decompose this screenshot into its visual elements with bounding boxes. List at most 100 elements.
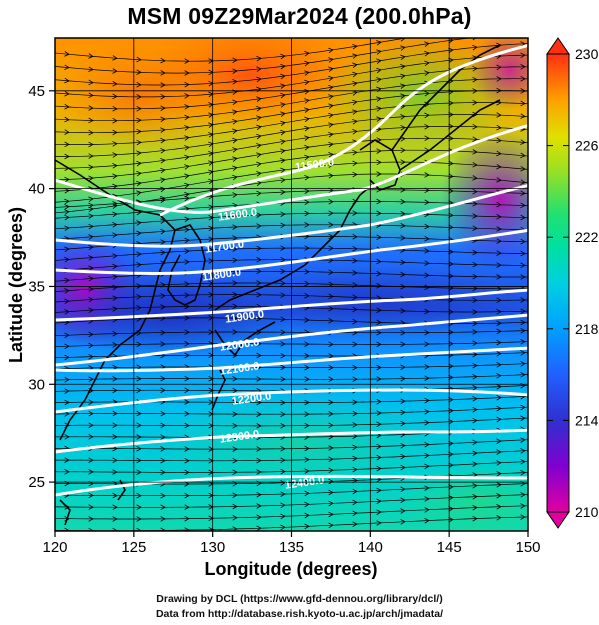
- streamline-arrow: [376, 171, 382, 177]
- height-contour: [55, 124, 528, 214]
- streamline-arrow: [472, 351, 478, 358]
- streamline-arrow: [136, 375, 142, 382]
- streamline-arrow: [184, 216, 190, 223]
- streamline-arrow: [400, 93, 406, 99]
- streamline-arrow: [472, 225, 478, 231]
- streamline-arrow: [160, 375, 166, 382]
- streamline-arrow: [472, 99, 478, 106]
- streamline-arrow: [424, 308, 430, 315]
- streamline-arrow: [304, 292, 310, 299]
- streamline-arrow: [64, 411, 70, 417]
- streamline-arrow: [256, 115, 262, 121]
- streamline-arrow: [232, 137, 238, 144]
- streamline-arrow: [160, 148, 166, 154]
- streamline-arrow: [328, 57, 334, 63]
- streamline-arrow: [232, 79, 238, 85]
- streamline-arrow: [64, 246, 70, 253]
- streamline-arrow: [328, 500, 334, 507]
- streamline-arrow: [496, 395, 502, 401]
- map-title: MSM 09Z29Mar2024 (200.0hPa): [127, 3, 472, 29]
- streamline-arrow: [232, 515, 238, 521]
- streamline-arrow: [160, 137, 166, 144]
- streamline: [55, 43, 528, 86]
- streamline-arrow: [448, 374, 454, 381]
- streamline-arrow: [256, 341, 262, 347]
- y-tick-label: 30: [28, 376, 45, 393]
- grid-lines: [55, 38, 528, 531]
- streamline-arrow: [160, 239, 166, 245]
- streamline-arrow: [64, 277, 70, 284]
- streamline-arrow: [136, 69, 142, 75]
- streamline-arrow: [256, 291, 262, 298]
- streamline-arrow: [256, 423, 262, 429]
- streamline-arrow: [400, 341, 406, 348]
- streamline-arrow: [112, 445, 118, 452]
- streamline-arrow: [472, 362, 478, 369]
- streamline-arrow: [256, 376, 262, 382]
- streamline-arrow: [376, 258, 382, 265]
- streamline-arrow: [472, 406, 478, 413]
- streamline-arrow: [376, 283, 382, 289]
- height-contour: [159, 43, 528, 217]
- streamline: [55, 247, 528, 261]
- streamline-arrow: [184, 259, 190, 265]
- height-contour: [55, 388, 528, 414]
- streamline-arrow: [424, 248, 430, 254]
- streamline-arrow: [280, 480, 286, 486]
- streamline-arrow: [496, 250, 502, 256]
- streamline-arrow: [472, 25, 477, 30]
- streamline-arrow: [184, 492, 190, 499]
- streamline-arrow: [328, 522, 334, 529]
- streamline-arrow: [184, 227, 190, 233]
- streamline-arrow: [160, 82, 166, 88]
- streamline-arrow: [472, 136, 478, 142]
- streamline-arrow: [112, 504, 118, 511]
- streamline-arrow: [352, 44, 358, 50]
- streamline-arrow: [448, 273, 454, 279]
- streamline-arrow: [472, 76, 478, 83]
- streamline-arrow: [424, 41, 430, 47]
- streamline-arrow: [328, 245, 334, 252]
- streamline-arrow: [160, 304, 166, 310]
- streamline-arrow: [448, 363, 454, 370]
- streamline-arrow: [520, 113, 526, 119]
- streamline-arrow: [160, 410, 166, 417]
- streamline-arrow: [256, 280, 262, 286]
- x-axis-title: Longitude (degrees): [204, 559, 377, 579]
- streamline-arrow: [136, 117, 142, 124]
- streamline-arrow: [520, 20, 525, 25]
- streamline-arrow: [304, 353, 310, 359]
- streamline-arrow: [280, 316, 286, 322]
- streamline-arrow: [376, 159, 382, 166]
- streamline-arrow: [88, 255, 94, 261]
- streamline-arrow: [232, 174, 238, 181]
- streamline-arrow: [280, 63, 286, 70]
- streamline-arrow: [304, 70, 310, 76]
- streamline-arrow: [112, 457, 118, 464]
- streamline-arrow: [184, 125, 190, 131]
- streamline-arrow: [304, 411, 310, 417]
- streamline-arrow: [352, 410, 358, 417]
- streamline: [55, 483, 528, 497]
- streamline-arrow: [280, 222, 286, 229]
- streamline-arrow: [280, 502, 286, 509]
- streamline-arrow: [232, 315, 238, 321]
- streamline-arrow: [232, 291, 238, 298]
- streamline-arrow: [280, 158, 286, 164]
- streamline-arrow: [496, 262, 502, 268]
- streamline-arrow: [232, 99, 238, 106]
- streamline-arrow: [520, 459, 526, 465]
- streamline-arrow: [304, 490, 310, 497]
- streamline-arrow: [136, 150, 142, 156]
- streamline-arrow: [160, 293, 166, 299]
- streamline-arrow: [304, 199, 310, 206]
- streamline-arrow: [64, 332, 70, 339]
- streamline-arrow: [424, 260, 430, 266]
- streamline-arrow: [448, 123, 454, 130]
- contour-label: 11900.0: [224, 308, 264, 325]
- streamline-arrow: [64, 309, 70, 315]
- streamline-arrow: [352, 499, 358, 506]
- streamline-arrow: [184, 58, 190, 64]
- x-axis: 120 125 130 135 140 145 150: [42, 531, 541, 556]
- streamline-arrow: [424, 123, 430, 130]
